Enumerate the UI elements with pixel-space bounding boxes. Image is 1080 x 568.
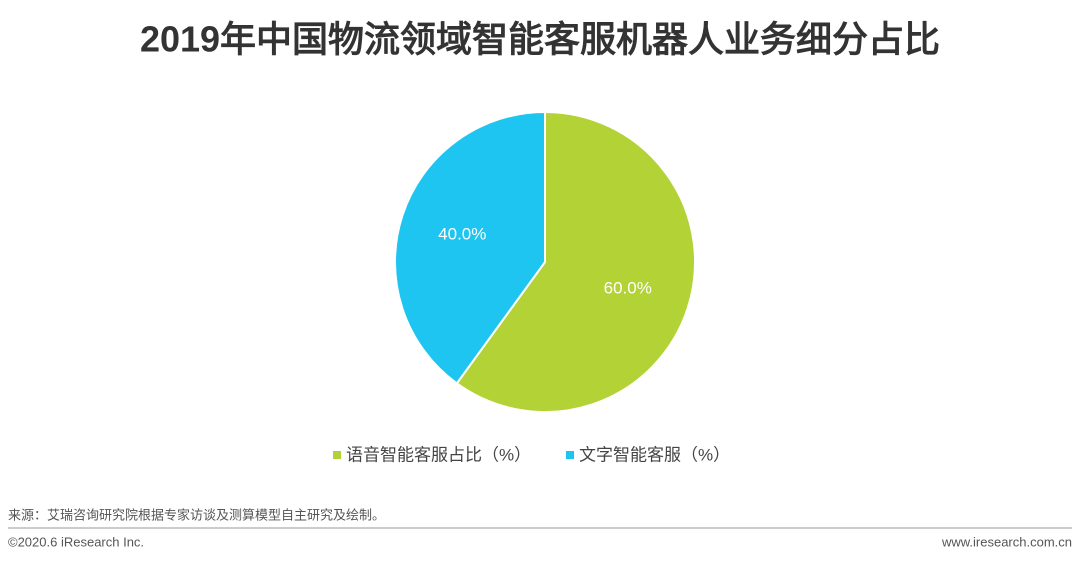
chart-title: 2019年中国物流领域智能客服机器人业务细分占比: [140, 19, 940, 60]
source: 来源：艾瑞咨询研究院根据专家访谈及测算模型自主研究及绘制。: [8, 507, 385, 522]
pie: 60.0% 40.0%: [394, 110, 696, 413]
legend-label: 语音智能客服占比（%）: [346, 445, 531, 464]
pie-slice: [394, 110, 546, 385]
pie-slice: [455, 110, 696, 413]
legend-swatch: [566, 451, 574, 459]
data-label: 40.0%: [438, 225, 486, 244]
copyright: ©2020.6 iResearch Inc.: [8, 534, 144, 549]
website: www.iresearch.com.cn: [941, 534, 1072, 549]
legend-swatch: [333, 451, 341, 459]
legend: 语音智能客服占比（%） 文字智能客服（%）: [333, 445, 730, 464]
legend-label: 文字智能客服（%）: [579, 445, 730, 464]
data-label: 60.0%: [604, 278, 652, 297]
